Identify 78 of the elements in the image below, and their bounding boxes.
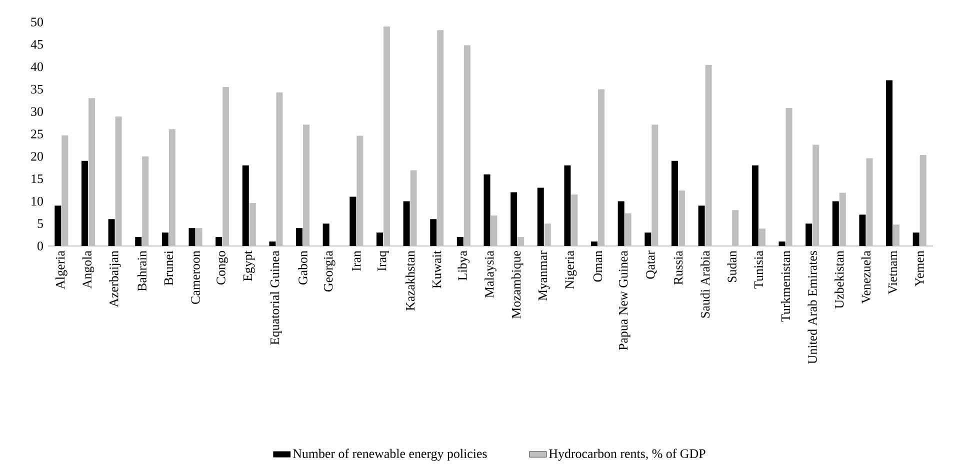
bar (216, 237, 222, 246)
y-tick-label: 5 (38, 219, 43, 228)
y-tick-label: 50 (31, 18, 43, 26)
x-tick-label: Algeria (56, 250, 68, 290)
y-tick-label: 30 (31, 107, 43, 116)
x-tick-label: Azerbaijan (109, 250, 121, 308)
bar (537, 188, 544, 246)
x-tick-label: Congo (216, 251, 228, 285)
bar (456, 237, 464, 246)
bar (698, 206, 705, 246)
x-tick-label: Kazakhstan (405, 250, 415, 311)
x-tick-label: Bahrain (137, 250, 146, 292)
bar (269, 242, 276, 246)
bar (671, 160, 678, 246)
bar (242, 165, 249, 246)
bar (832, 201, 839, 246)
x-tick-label: Iran (352, 250, 361, 271)
y-tick-label: 40 (30, 62, 43, 72)
bar (81, 160, 88, 246)
x-tick-label: Papua New Guinea (618, 250, 630, 350)
x-tick-label: Cameroon (191, 250, 200, 304)
bar (510, 192, 518, 246)
y-tick-label: 10 (32, 196, 43, 206)
bar (778, 242, 786, 246)
bar (591, 242, 598, 246)
bar (350, 196, 356, 246)
bar (618, 201, 624, 246)
x-tick-label: Equatorial Guinea (270, 250, 282, 345)
bar (912, 232, 920, 246)
bar (322, 224, 330, 246)
x-tick-label: Turkmenistan (780, 250, 790, 322)
x-tick-label: Nigeria (565, 250, 577, 289)
x-tick-label: Yemen (915, 250, 924, 286)
y-tick-label: 15 (32, 174, 43, 184)
bar (886, 80, 893, 246)
bar (135, 237, 142, 246)
y-tick-label: 0 (38, 242, 43, 250)
x-tick-label: Qatar (646, 250, 657, 279)
bar (188, 228, 196, 246)
bar (296, 228, 303, 246)
y-tick-label: 45 (30, 40, 43, 49)
x-tick-label: Uzbekistan (834, 250, 844, 309)
y-tick-label: 25 (31, 130, 43, 138)
y-tick-label: 20 (31, 152, 43, 161)
legend-label: Number of renewable energy policies (292, 448, 487, 461)
x-tick-label: United Arab Emirates (808, 250, 817, 364)
x-tick-label: Angola (82, 250, 94, 289)
x-tick-label: Saudi Arabia (700, 250, 710, 318)
bar (403, 201, 410, 246)
x-tick-label: Libya (458, 250, 470, 280)
legend-label: Hydrocarbon rents, % of GDP (549, 448, 706, 461)
x-tick-label: Vietnam (888, 250, 898, 294)
bar (644, 232, 652, 246)
bar (54, 206, 62, 246)
bar (564, 165, 571, 246)
bar (162, 232, 168, 246)
bar (859, 214, 866, 246)
bar (484, 174, 490, 246)
x-tick-label: Kuwait (432, 250, 442, 288)
x-tick-label: Egypt (243, 250, 255, 282)
x-tick-label: Venezuela (861, 250, 871, 304)
x-tick-label: Mozambique (511, 250, 524, 318)
bar (376, 232, 383, 246)
x-tick-label: Myanmar (538, 250, 550, 300)
bar (430, 219, 437, 246)
bar (108, 219, 115, 246)
x-tick-label: Brunei (164, 250, 174, 286)
x-tick-label: Malaysia (484, 250, 496, 298)
y-tick-label: 35 (31, 84, 43, 94)
x-tick-label: Sudan (727, 250, 736, 282)
x-tick-label: Russia (674, 250, 683, 285)
x-tick-label: Oman (593, 250, 602, 282)
bar (806, 224, 812, 246)
x-tick-label: Georgia (324, 250, 336, 292)
x-tick-label: Tunisia (754, 250, 764, 289)
x-tick-label: Iraq (378, 250, 389, 271)
x-tick-label: Gabon (298, 250, 308, 285)
bar (752, 165, 758, 246)
